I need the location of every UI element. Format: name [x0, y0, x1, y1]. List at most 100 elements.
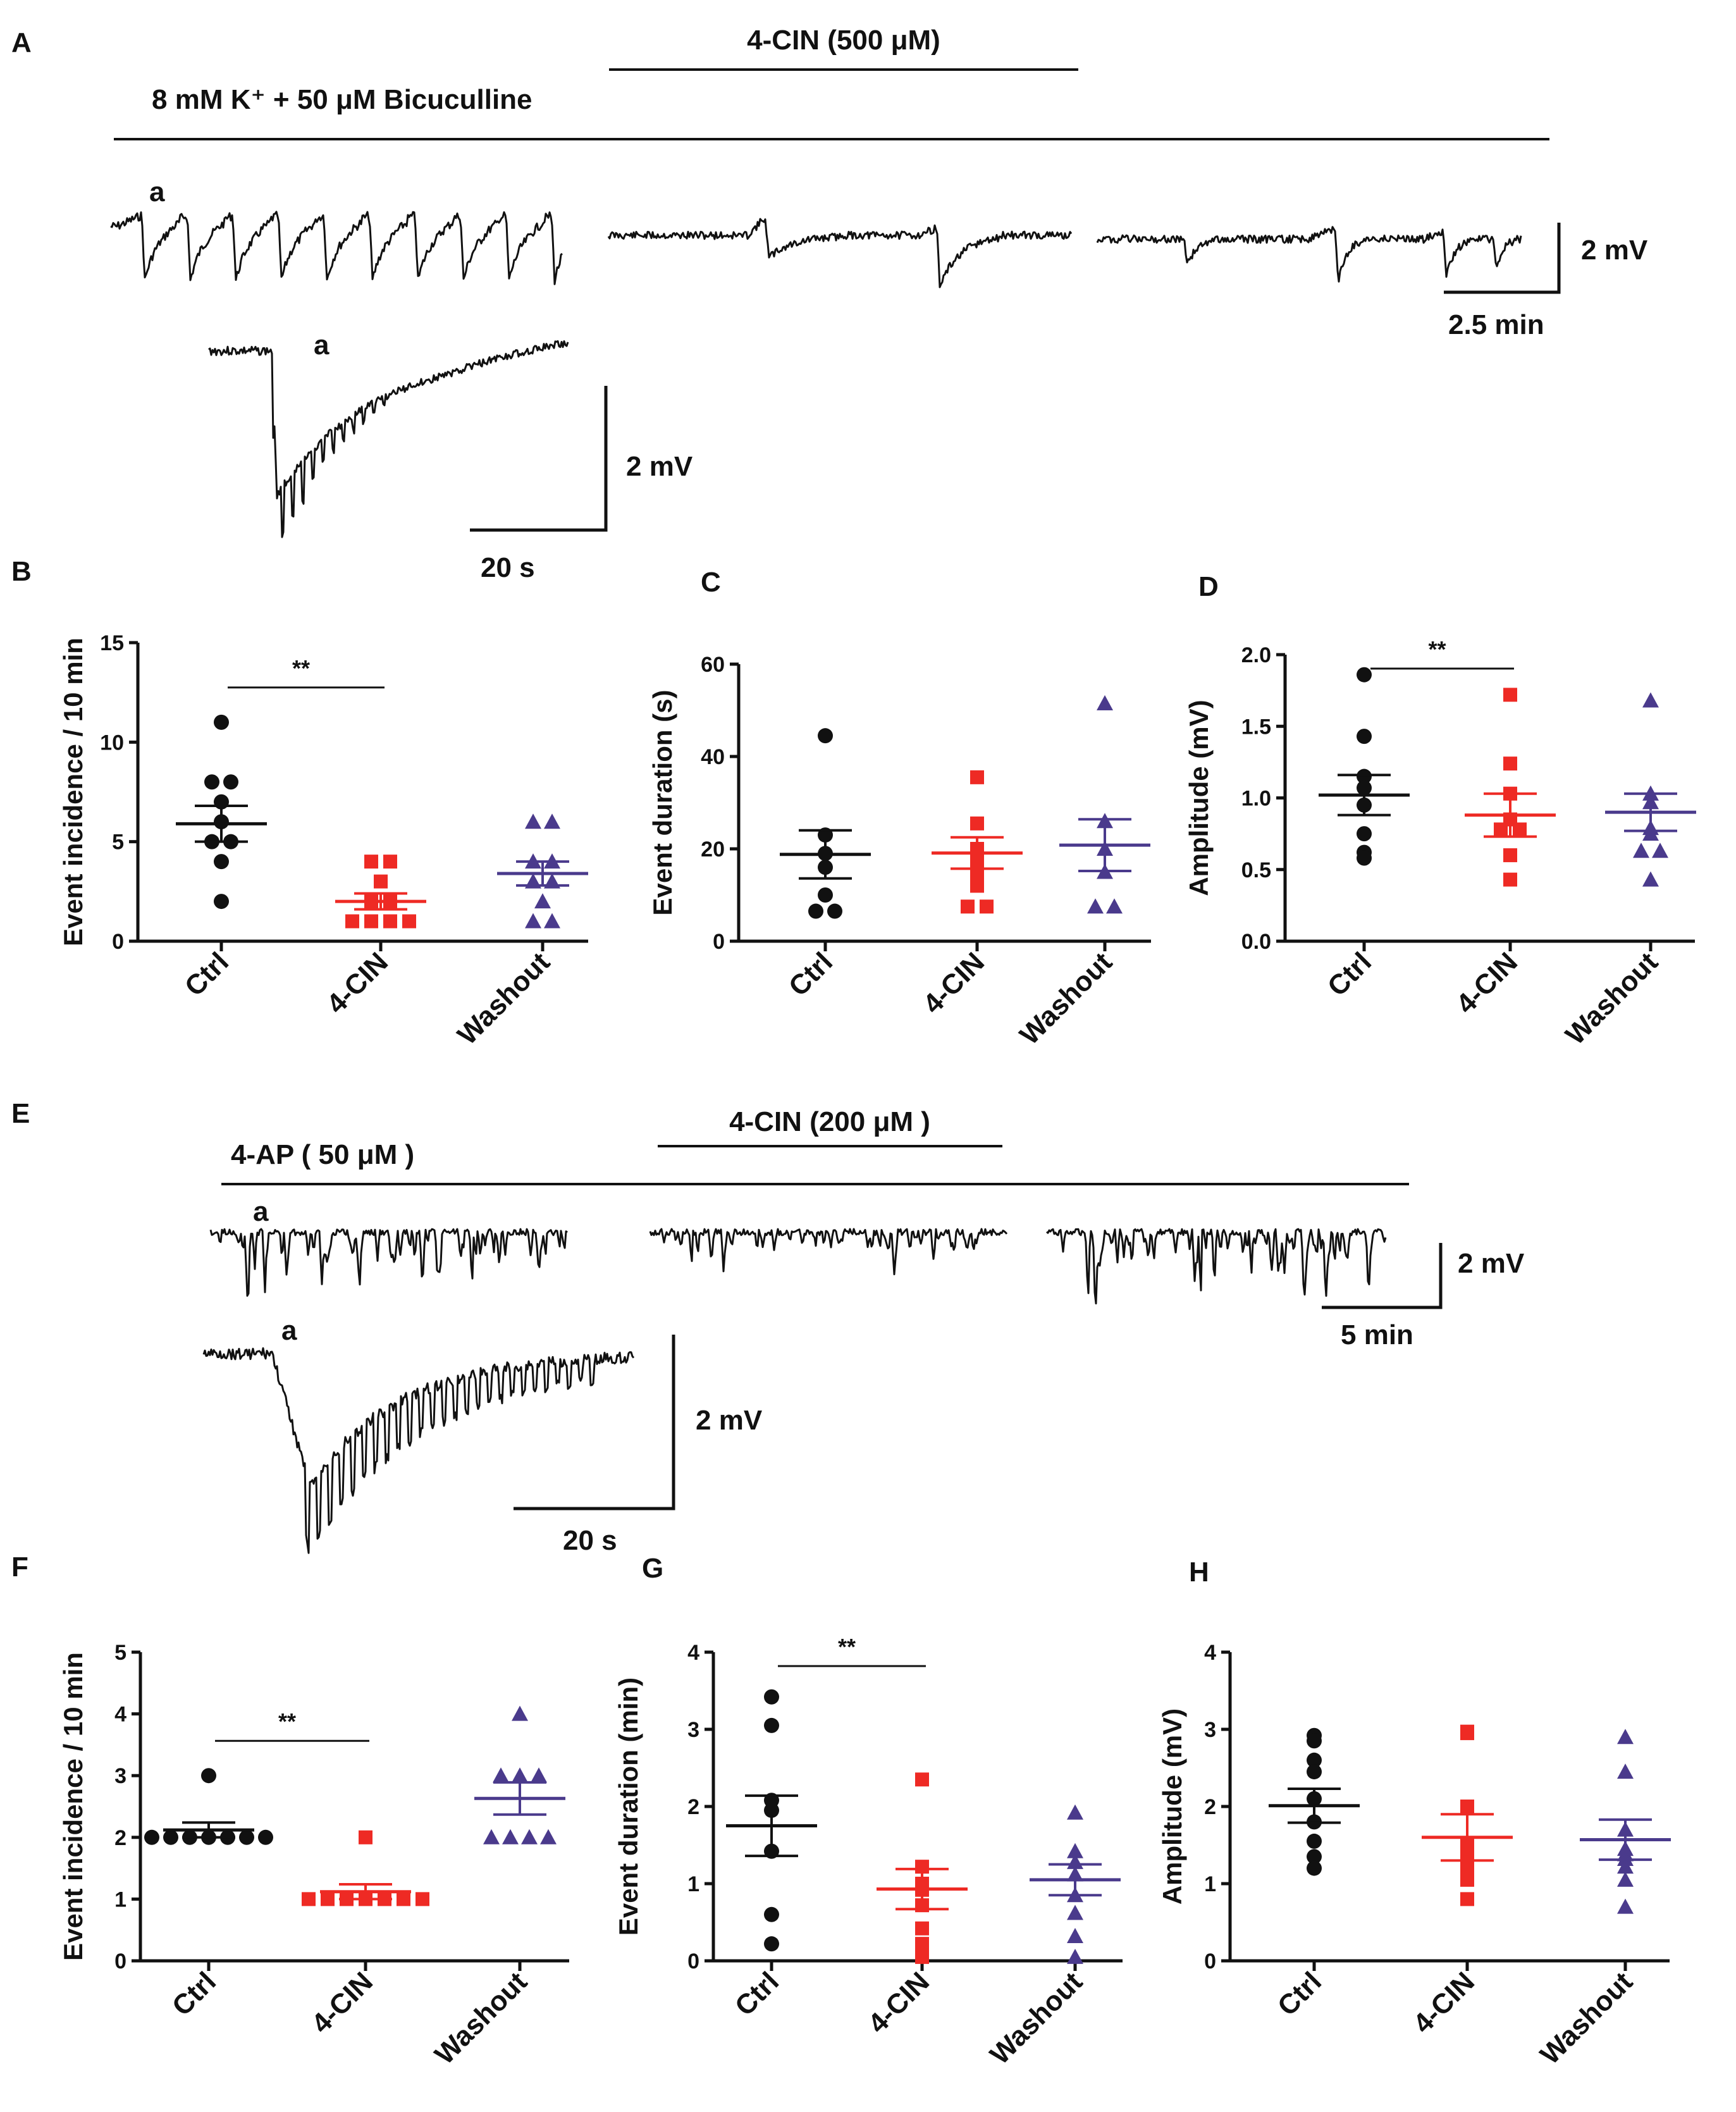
x-tick-label-4-cin: 4-CIN — [1407, 1966, 1481, 2039]
trace-e-baseline — [209, 1228, 568, 1297]
data-point-4-cin — [359, 1830, 372, 1844]
data-point-ctrl — [1307, 1764, 1322, 1780]
inset-scalebar-a — [470, 386, 608, 532]
trace-e-drug — [649, 1228, 1008, 1276]
y-axis-label: Event incidence / 10 min — [58, 638, 88, 946]
x-tick-label-4-cin: 4-CIN — [305, 1966, 379, 2039]
data-point-washout — [1106, 898, 1123, 914]
data-point-washout — [1067, 1905, 1083, 1920]
panel-d-chart: D 0.0 0.5 1.0 1.5 2.0 Amplitude (mV) Ctrl 4-CIN W… — [1184, 571, 1696, 1051]
significance-label: ** — [292, 655, 310, 681]
y-tick-label: 2 — [687, 1795, 699, 1819]
y-tick-label: 40 — [701, 745, 725, 769]
x-tick-label-washout: Washout — [452, 946, 556, 1051]
data-point-ctrl — [1307, 1833, 1322, 1849]
panel-b-chart: B 0 5 10 15 Event incidence / 10 min Ctrl 4-CIN… — [11, 556, 588, 1051]
data-point-ctrl — [818, 728, 833, 744]
inset-trace-a — [208, 340, 569, 538]
data-point-washout — [525, 913, 541, 929]
y-axis-label: Event incidence / 10 min — [58, 1652, 88, 1961]
y-tick-label: 2 — [114, 1826, 126, 1850]
inset-scale-v-a: 2 mV — [626, 451, 693, 482]
data-point-4-cin — [383, 855, 397, 869]
data-point-ctrl — [239, 1829, 254, 1845]
event-marker-e: a — [253, 1196, 269, 1227]
significance-label: ** — [838, 1634, 856, 1660]
panel-label-h: H — [1189, 1557, 1209, 1588]
data-point-ctrl — [764, 1689, 779, 1705]
data-point-washout — [502, 1829, 519, 1844]
y-tick-label: 4 — [687, 1641, 699, 1665]
data-point-4-cin — [961, 899, 975, 914]
data-point-ctrl — [1357, 667, 1372, 682]
data-point-ctrl — [764, 1906, 779, 1922]
drug-label-a: 4-CIN (500 μM) — [747, 25, 940, 56]
data-point-4-cin — [1460, 1872, 1474, 1887]
y-tick-label: 5 — [112, 831, 124, 855]
x-tick-label-4-cin: 4-CIN — [1450, 946, 1524, 1020]
data-point-washout — [1617, 1763, 1634, 1779]
trace-a-washout — [1096, 226, 1522, 283]
data-point-4-cin — [915, 1937, 929, 1951]
data-point-4-cin — [374, 874, 388, 889]
x-tick-label-4-cin: 4-CIN — [917, 946, 990, 1020]
y-tick-label: 0 — [114, 1949, 126, 1973]
data-point-ctrl — [201, 1768, 216, 1784]
data-point-ctrl — [163, 1829, 178, 1845]
data-point-ctrl — [144, 1829, 159, 1845]
data-point-4-cin — [915, 1921, 929, 1936]
y-tick-label: 10 — [100, 731, 124, 755]
x-tick-label-washout: Washout — [1014, 946, 1118, 1051]
data-point-4-cin — [1494, 822, 1508, 837]
data-point-washout — [1067, 1948, 1083, 1964]
data-point-washout — [544, 913, 560, 929]
data-point-ctrl — [1357, 850, 1372, 866]
scalebar-e — [1322, 1243, 1443, 1309]
data-point-4-cin — [1460, 1892, 1474, 1906]
y-tick-label: 60 — [701, 653, 725, 677]
y-tick-label: 0 — [1204, 1949, 1216, 1973]
data-point-washout — [493, 1767, 509, 1783]
data-point-ctrl — [214, 854, 229, 870]
x-tick-label-ctrl: Ctrl — [729, 1966, 785, 2022]
data-point-4-cin — [1460, 1800, 1474, 1813]
y-tick-label: 0 — [713, 930, 725, 954]
data-point-4-cin — [1503, 756, 1517, 771]
inset-marker-a: a — [314, 330, 329, 361]
data-point-4-cin — [383, 914, 397, 929]
data-point-washout — [534, 893, 551, 909]
inset-scale-v-e: 2 mV — [696, 1405, 763, 1436]
x-tick-label-washout: Washout — [984, 1966, 1088, 2070]
data-point-washout — [1642, 871, 1659, 887]
data-point-ctrl — [808, 903, 823, 919]
y-axis-label: Event duration (s) — [648, 689, 677, 915]
data-point-ctrl — [1357, 729, 1372, 744]
data-point-ctrl — [204, 774, 219, 790]
significance-label: ** — [278, 1708, 296, 1734]
data-point-ctrl — [827, 903, 842, 919]
panel-label-e: E — [11, 1098, 30, 1129]
x-tick-label-4-cin: 4-CIN — [321, 946, 394, 1020]
data-point-4-cin — [1503, 848, 1517, 863]
y-tick-label: 1 — [687, 1872, 699, 1896]
data-point-4-cin — [1513, 822, 1527, 837]
data-point-washout — [1617, 1898, 1634, 1914]
data-point-washout — [1642, 825, 1659, 841]
data-point-washout — [1617, 1871, 1634, 1887]
y-tick-label: 4 — [114, 1703, 126, 1727]
y-tick-label: 1 — [114, 1887, 126, 1911]
x-tick-label-ctrl: Ctrl — [1322, 946, 1377, 1002]
x-tick-label-ctrl: Ctrl — [783, 946, 839, 1002]
inset-trace-e — [202, 1347, 635, 1554]
inset-scale-t-a: 20 s — [481, 552, 535, 583]
data-point-washout — [1067, 1927, 1083, 1943]
x-tick-label-washout: Washout — [429, 1966, 533, 2070]
scale-t-a: 2.5 min — [1448, 309, 1544, 340]
scale-v-a: 2 mV — [1581, 235, 1648, 266]
y-tick-label: 2 — [1204, 1795, 1216, 1819]
data-point-ctrl — [1357, 826, 1372, 842]
y-tick-label: 3 — [687, 1718, 699, 1742]
scale-v-e: 2 mV — [1458, 1248, 1525, 1279]
data-point-washout — [1617, 1858, 1634, 1874]
